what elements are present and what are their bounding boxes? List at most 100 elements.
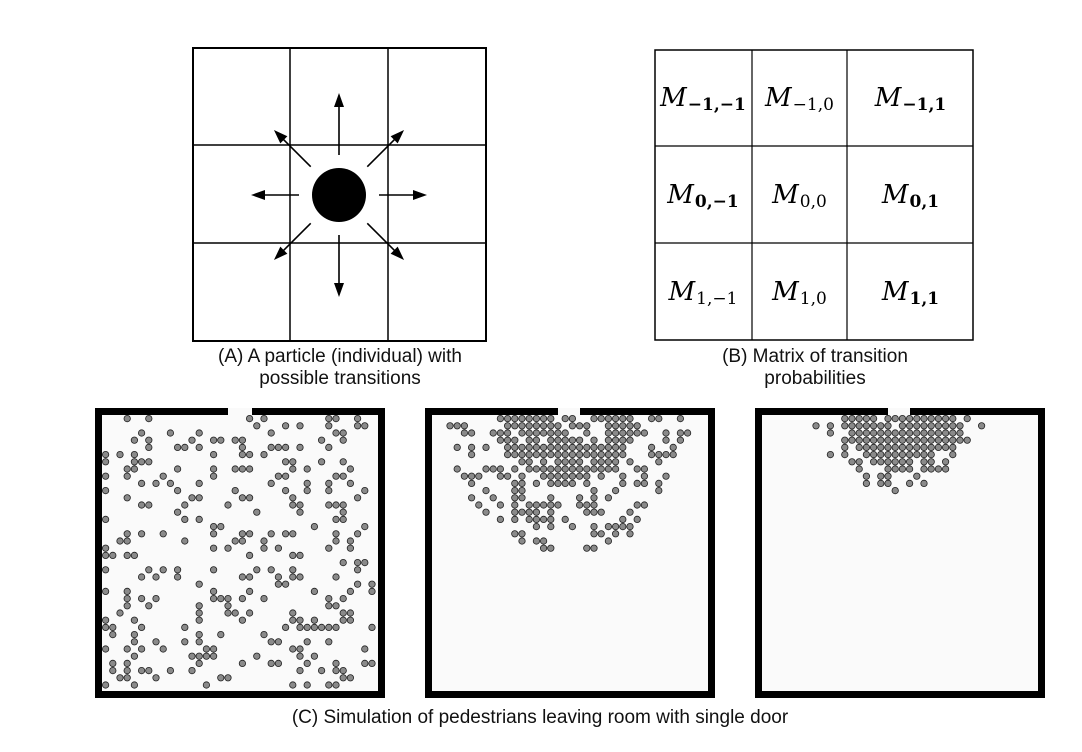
matrix-symbol: M	[772, 277, 799, 307]
pedestrian	[503, 422, 512, 430]
pedestrian	[597, 508, 605, 516]
pedestrian	[841, 443, 849, 452]
pedestrian	[611, 458, 620, 466]
pedestrian	[109, 666, 117, 675]
pedestrian	[647, 443, 656, 452]
pedestrian	[619, 472, 627, 480]
pedestrian	[339, 674, 347, 682]
pedestrian	[109, 631, 117, 639]
pedestrian	[561, 515, 569, 524]
pedestrian	[130, 681, 138, 689]
pedestrian	[590, 494, 598, 502]
pedestrian	[626, 523, 634, 531]
pedestrian	[116, 674, 124, 682]
pedestrian	[332, 515, 340, 524]
pedestrian	[949, 443, 957, 452]
pedestrian	[353, 415, 362, 423]
pedestrian	[575, 465, 584, 473]
pedestrian	[317, 623, 326, 631]
room-wall	[378, 408, 385, 698]
pedestrian	[361, 523, 369, 531]
pedestrian	[575, 436, 584, 444]
pedestrian	[138, 458, 146, 466]
pedestrian	[281, 422, 290, 430]
pedestrian	[361, 645, 369, 653]
transition-arrows	[251, 93, 427, 297]
pedestrian	[547, 515, 555, 524]
pedestrian	[898, 443, 907, 452]
pedestrian	[619, 450, 627, 459]
pedestrian	[532, 479, 541, 488]
pedestrian	[561, 450, 569, 459]
pedestrian	[920, 429, 928, 437]
pedestrian	[547, 494, 555, 502]
pedestrian	[496, 415, 504, 423]
pedestrian	[202, 645, 210, 653]
pedestrian	[166, 666, 174, 675]
pedestrian	[467, 450, 476, 459]
pedestrian	[539, 458, 548, 466]
pedestrian	[152, 674, 160, 682]
caption-b-line1: (B) Matrix of transition	[722, 346, 908, 367]
pedestrian	[346, 674, 354, 682]
matrix-subscript: 0,0	[799, 191, 827, 212]
pedestrian	[253, 652, 261, 660]
pedestrian	[123, 465, 131, 473]
room-wall	[580, 408, 715, 415]
pedestrian	[848, 429, 856, 437]
pedestrian	[195, 609, 203, 617]
pedestrian	[346, 587, 354, 595]
pedestrian	[561, 443, 569, 452]
room-wall	[425, 691, 715, 698]
pedestrian	[891, 465, 899, 473]
pedestrian	[310, 652, 318, 660]
pedestrian	[590, 436, 598, 444]
pedestrian	[296, 616, 304, 624]
pedestrian	[138, 530, 146, 538]
pedestrian	[862, 450, 871, 459]
pedestrian	[482, 487, 490, 495]
pedestrian	[303, 623, 311, 631]
pedestrian	[518, 458, 526, 466]
pedestrian	[152, 595, 160, 603]
room-2	[425, 408, 715, 698]
pedestrian	[619, 436, 627, 444]
matrix-cell: M 0,0	[752, 146, 847, 243]
pedestrian	[949, 422, 957, 430]
pedestrian	[913, 415, 921, 423]
pedestrian	[554, 429, 562, 437]
pedestrian	[633, 515, 641, 524]
pedestrian	[217, 523, 225, 531]
pedestrian	[310, 523, 318, 531]
pedestrian	[246, 494, 254, 502]
pedestrian	[339, 616, 347, 624]
pedestrian	[195, 479, 203, 488]
pedestrian	[539, 422, 548, 430]
pedestrian	[877, 443, 885, 452]
pedestrian	[253, 566, 261, 574]
pedestrian	[597, 472, 605, 480]
pedestrian	[123, 551, 131, 559]
pedestrian	[511, 487, 519, 495]
pedestrian	[626, 415, 634, 423]
pedestrian	[238, 465, 246, 473]
pedestrian	[489, 429, 497, 437]
pedestrian	[869, 450, 878, 459]
pedestrian	[683, 429, 692, 437]
pedestrian	[310, 616, 318, 624]
pedestrian	[547, 508, 555, 516]
pedestrian	[138, 501, 146, 509]
pedestrian	[611, 465, 620, 473]
pedestrian	[841, 422, 849, 430]
pedestrian	[611, 436, 620, 444]
pedestrian	[195, 443, 203, 452]
pedestrian	[446, 422, 454, 430]
pedestrian	[511, 494, 519, 502]
pedestrian	[361, 659, 369, 667]
pedestrian	[130, 631, 138, 639]
pedestrian	[590, 443, 598, 452]
pedestrian	[884, 415, 892, 423]
pedestrian	[339, 595, 347, 603]
pedestrian	[482, 443, 490, 452]
pedestrian	[145, 501, 153, 509]
